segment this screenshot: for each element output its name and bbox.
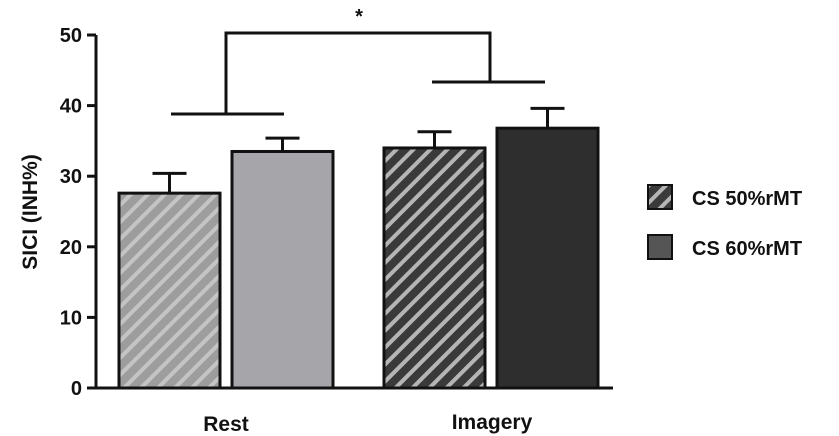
y-axis-title: SICI (INH%): [19, 154, 42, 270]
significance-star: *: [355, 6, 363, 28]
category-label-imagery: Imagery: [452, 411, 533, 434]
legend-swatch-cs60: [647, 234, 673, 260]
significance-brackets: [171, 31, 545, 116]
legend-label-cs60: CS 60%rMT: [692, 238, 802, 260]
y-tick-label: 20: [60, 237, 82, 259]
legend: CS 50%rMT CS 60%rMT: [647, 184, 802, 260]
y-tick-label: 50: [60, 25, 82, 47]
y-tick-label: 30: [60, 166, 82, 188]
bar-imagery-cs60: [495, 126, 600, 390]
y-tick-label: 0: [71, 378, 82, 400]
y-tick-label: 10: [60, 307, 82, 329]
error-bars: [152, 106, 565, 194]
legend-swatch-cs50: [647, 184, 673, 210]
category-label-rest: Rest: [203, 413, 249, 436]
bar-imagery-cs50: [382, 146, 487, 390]
bar-rest-cs50: [117, 191, 222, 390]
legend-label-cs50: CS 50%rMT: [692, 188, 802, 210]
y-tick-label: 40: [60, 96, 82, 118]
bars: [117, 126, 600, 390]
bar-rest-cs60: [230, 149, 335, 390]
